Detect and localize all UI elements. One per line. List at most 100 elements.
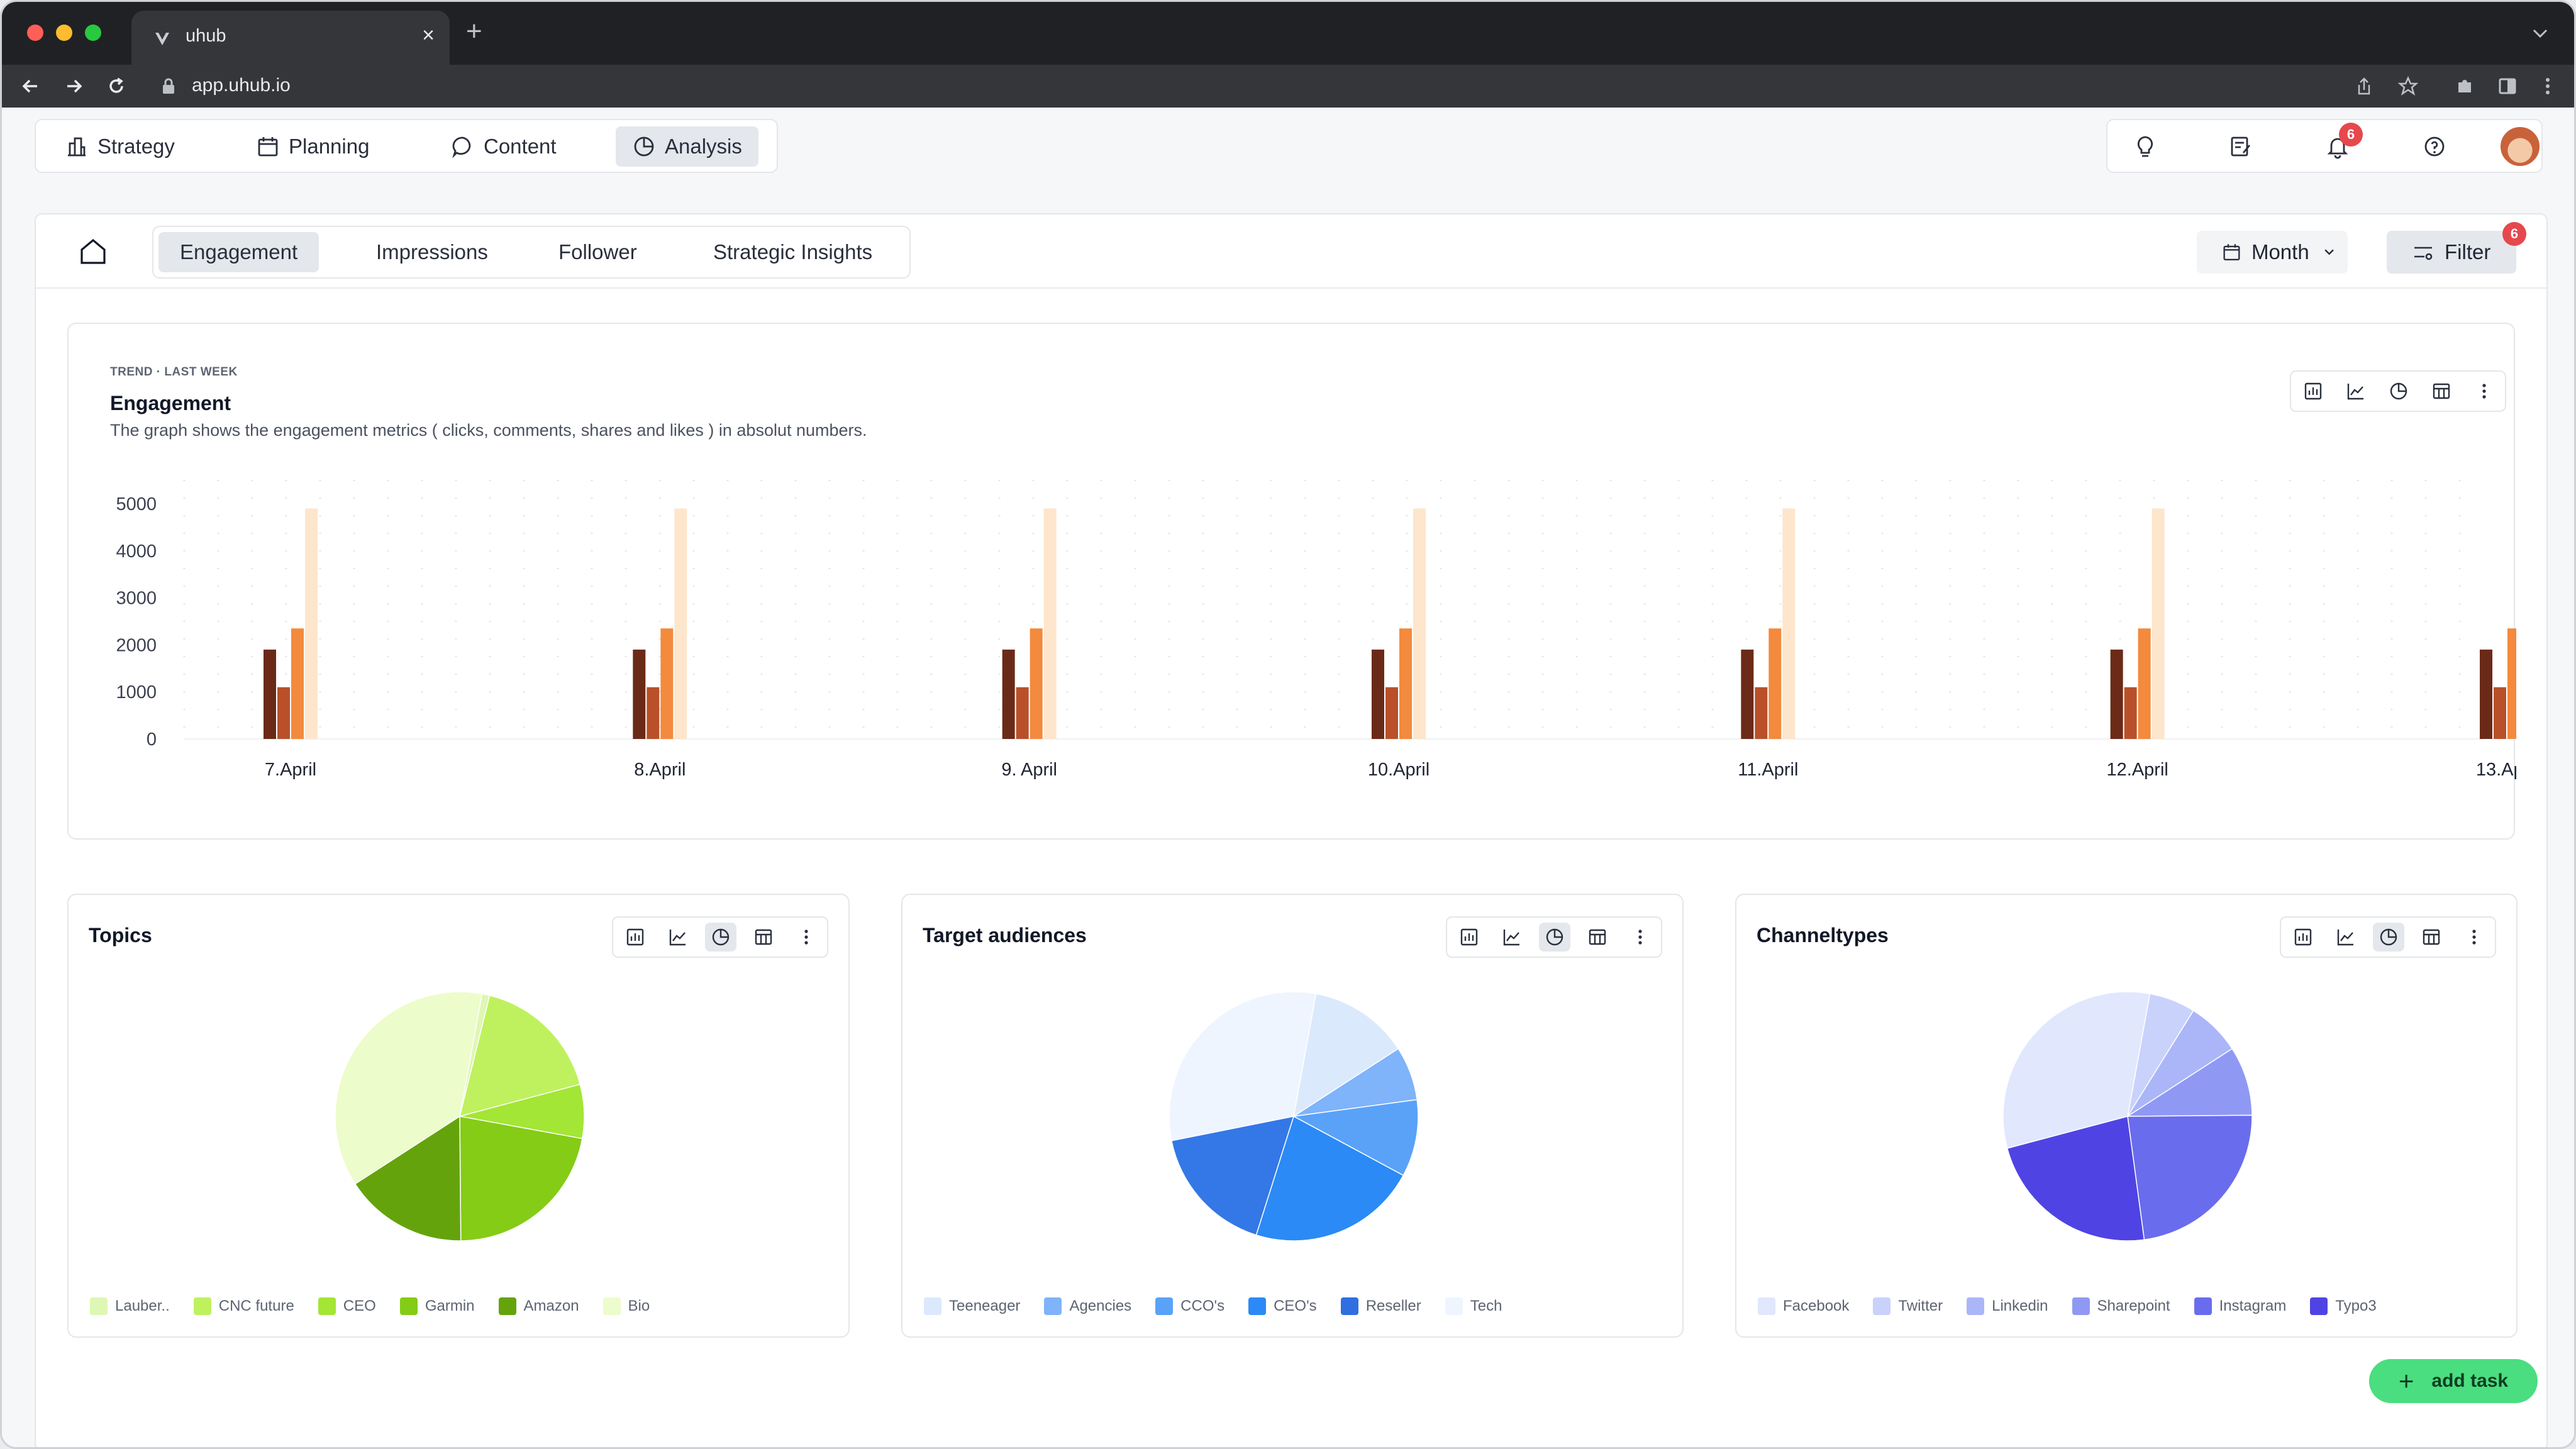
legend-item[interactable]: CEO (318, 1297, 376, 1315)
line-chart-view-button[interactable] (2340, 377, 2372, 406)
pie-chart-view-button[interactable] (705, 923, 736, 952)
help-icon[interactable] (2422, 134, 2447, 159)
legend-item[interactable]: Reseller (1340, 1297, 1421, 1315)
bar[interactable] (1755, 687, 1768, 739)
pie-slice[interactable] (1292, 1099, 1419, 1176)
pie-slice[interactable] (1292, 993, 1399, 1118)
task-list-icon[interactable] (2228, 134, 2253, 159)
close-tab-icon[interactable]: × (422, 23, 435, 47)
table-view-button[interactable] (748, 923, 779, 952)
bar-chart-view-button[interactable] (2297, 377, 2329, 406)
lightbulb-icon[interactable] (2133, 134, 2158, 159)
close-window-button[interactable] (27, 25, 43, 41)
pie-chart-view-button[interactable] (1539, 923, 1570, 952)
tab-strategic-insights[interactable]: Strategic Insights (713, 240, 873, 264)
bar[interactable] (1385, 687, 1398, 739)
line-chart-view-button[interactable] (662, 923, 694, 952)
side-panel-icon[interactable] (2496, 75, 2519, 97)
table-view-button[interactable] (2426, 377, 2457, 406)
browser-tab[interactable]: uhub × (131, 11, 450, 65)
share-icon[interactable] (2353, 75, 2375, 97)
more-options-button[interactable] (1624, 923, 1656, 952)
legend-item[interactable]: Agencies (1044, 1297, 1131, 1315)
pie-chart-view-button[interactable] (2373, 923, 2404, 952)
bar[interactable] (647, 687, 660, 739)
bar[interactable] (2151, 508, 2165, 739)
bar[interactable] (633, 649, 646, 739)
filter-button[interactable]: Filter (2387, 231, 2516, 274)
legend-item[interactable]: CNC future (193, 1297, 294, 1315)
pie-slice[interactable] (2006, 1116, 2145, 1241)
legend-item[interactable]: Tech (1445, 1297, 1502, 1315)
nav-content[interactable]: Content (435, 126, 573, 167)
more-options-button[interactable] (2468, 377, 2500, 406)
legend-item[interactable]: Twitter (1873, 1297, 1943, 1315)
line-chart-view-button[interactable] (2330, 923, 2362, 952)
bar[interactable] (2494, 687, 2506, 739)
bar-chart-view-button[interactable] (2287, 923, 2319, 952)
bar[interactable] (1741, 649, 1754, 739)
pie-slice[interactable] (1170, 1116, 1295, 1236)
line-chart-view-button[interactable] (1496, 923, 1528, 952)
bar[interactable] (305, 508, 318, 739)
table-view-button[interactable] (2416, 923, 2447, 952)
period-select[interactable]: Month (2197, 231, 2348, 274)
pie-slice[interactable] (2127, 1114, 2253, 1241)
legend-item[interactable]: Typo3 (2310, 1297, 2377, 1315)
legend-item[interactable]: Linkedin (1967, 1297, 2048, 1315)
legend-item[interactable]: Sharepoint (2072, 1297, 2170, 1315)
home-icon[interactable] (77, 236, 109, 267)
legend-item[interactable]: CCO's (1155, 1297, 1224, 1315)
bar[interactable] (1782, 508, 1796, 739)
pie-slice[interactable] (2126, 1048, 2253, 1117)
maximize-window-button[interactable] (85, 25, 101, 41)
pie-slice[interactable] (1255, 1115, 1404, 1241)
legend-item[interactable]: Lauber.. (90, 1297, 170, 1315)
legend-item[interactable]: Bio (602, 1297, 650, 1315)
tab-follower[interactable]: Follower (558, 240, 637, 264)
address-bar[interactable]: app.uhub.io (192, 75, 291, 96)
kebab-menu-icon[interactable] (2536, 75, 2559, 97)
pie-slice[interactable] (458, 994, 581, 1118)
legend-item[interactable]: Garmin (399, 1297, 475, 1315)
nav-analysis[interactable]: Analysis (616, 126, 758, 167)
pie-slice[interactable] (335, 991, 483, 1185)
bar[interactable] (2124, 687, 2137, 739)
bar[interactable] (1399, 628, 1412, 739)
new-tab-button[interactable]: + (466, 16, 482, 47)
bar[interactable] (1043, 508, 1057, 739)
minimize-window-button[interactable] (56, 25, 72, 41)
chevron-down-icon[interactable] (2528, 21, 2553, 46)
bar[interactable] (277, 687, 290, 739)
tab-engagement[interactable]: Engagement (158, 232, 319, 272)
user-avatar[interactable] (2499, 125, 2541, 168)
nav-planning[interactable]: Planning (240, 126, 386, 167)
bar[interactable] (2110, 649, 2123, 739)
tab-impressions[interactable]: Impressions (376, 240, 488, 264)
extensions-icon[interactable] (2453, 75, 2476, 97)
pie-chart-view-button[interactable] (2383, 377, 2414, 406)
pie-slice[interactable] (2002, 991, 2151, 1149)
bar[interactable] (1768, 628, 1782, 739)
reload-icon[interactable] (104, 74, 129, 99)
add-task-button[interactable]: + add task (2369, 1359, 2538, 1403)
bar[interactable] (2480, 649, 2492, 739)
legend-item[interactable]: Amazon (498, 1297, 579, 1315)
pie-slice[interactable] (354, 1115, 462, 1241)
bar[interactable] (1002, 649, 1015, 739)
bookmark-star-icon[interactable] (2397, 75, 2419, 97)
bar-chart-view-button[interactable] (1453, 923, 1485, 952)
legend-item[interactable]: CEO's (1248, 1297, 1317, 1315)
table-view-button[interactable] (1582, 923, 1613, 952)
more-options-button[interactable] (2458, 923, 2490, 952)
bar[interactable] (291, 628, 304, 739)
more-options-button[interactable] (791, 923, 822, 952)
bar-chart-view-button[interactable] (619, 923, 651, 952)
legend-item[interactable]: Instagram (2194, 1297, 2286, 1315)
back-icon[interactable] (18, 74, 43, 99)
legend-item[interactable]: Facebook (1758, 1297, 1849, 1315)
bar[interactable] (1413, 508, 1426, 739)
forward-icon[interactable] (61, 74, 86, 99)
nav-strategy[interactable]: Strategy (48, 126, 191, 167)
bar[interactable] (660, 628, 674, 739)
